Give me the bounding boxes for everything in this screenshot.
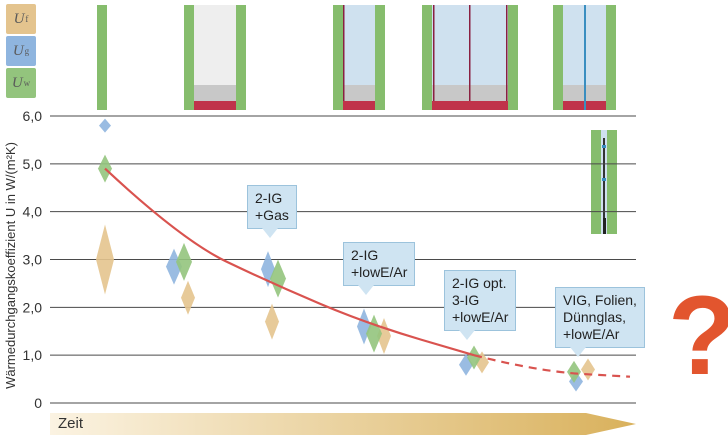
window-frame-left xyxy=(422,5,432,110)
window-seal xyxy=(603,218,606,234)
window-spacer xyxy=(343,85,375,101)
window-cavity xyxy=(194,5,236,85)
callout-3: 2-IG opt. 3-IG +lowE/Ar xyxy=(444,270,517,340)
point-uf-6 xyxy=(581,358,595,381)
window-gas-glazing xyxy=(333,5,385,110)
callout-2: 2-IG +lowE/Ar xyxy=(343,242,416,295)
window-single-glazing xyxy=(97,5,107,110)
window-vacuum-layer xyxy=(584,5,586,110)
window-pane xyxy=(343,5,345,101)
window-pane xyxy=(603,138,605,234)
point-uw-6 xyxy=(567,360,581,383)
point-ug-2 xyxy=(166,248,182,285)
window-cavity xyxy=(343,5,375,85)
window-frame-left xyxy=(184,5,194,110)
window-vig-detail xyxy=(591,130,617,234)
time-axis-label: Zeit xyxy=(58,415,84,432)
window-spacer xyxy=(194,85,236,101)
legend-symbol: U xyxy=(13,10,25,27)
point-uw-5 xyxy=(467,345,481,370)
y-tick-label-5: 5,0 xyxy=(23,156,43,172)
legend-subscript: f xyxy=(25,14,29,24)
window-seal xyxy=(432,101,508,110)
time-arrow xyxy=(50,413,636,435)
trend-line-dashed xyxy=(473,354,631,378)
window-seal xyxy=(194,101,236,110)
y-tick-label-3: 3,0 xyxy=(23,252,43,268)
window-frame-right xyxy=(236,5,246,110)
window-seal xyxy=(343,101,375,110)
window-frame-right xyxy=(508,5,518,110)
y-tick-label-6: 6,0 xyxy=(23,108,43,124)
legend-symbol: U xyxy=(11,74,23,91)
window-spacer xyxy=(602,145,606,148)
callout-4: VIG, Folien, Dünnglas, +lowE/Ar xyxy=(555,287,645,357)
y-tick-label-1: 1,0 xyxy=(23,347,43,363)
y-axis-label: Wärmedurchgangskoeffizient U in W/(m²K) xyxy=(3,142,18,389)
y-tick-label-0: 0 xyxy=(34,395,42,411)
legend-subscript: w xyxy=(23,78,31,88)
trend-line-solid xyxy=(104,167,475,357)
window-pane xyxy=(433,5,435,101)
window-frame-left xyxy=(591,130,601,234)
window-frame xyxy=(97,5,107,110)
point-ug-1 xyxy=(99,118,111,133)
callout-1: 2-IG +Gas xyxy=(247,185,297,238)
point-uf-2 xyxy=(181,280,195,315)
window-frame-left xyxy=(333,5,343,110)
question-mark: ? xyxy=(668,280,728,392)
window-vacuum-glazing xyxy=(553,5,616,110)
window-triple-glazing xyxy=(422,5,518,110)
y-tick-label-4: 4,0 xyxy=(23,204,43,220)
point-uf-1 xyxy=(96,224,114,295)
window-frame-right xyxy=(375,5,385,110)
window-frame-right xyxy=(606,5,616,110)
point-uw-2 xyxy=(176,242,192,281)
point-uf-3 xyxy=(265,303,279,340)
window-frame-left xyxy=(553,5,563,110)
legend-symbol: U xyxy=(12,42,24,59)
y-tick-label-2: 2,0 xyxy=(23,299,43,315)
window-spacer xyxy=(602,178,606,181)
window-pane xyxy=(506,5,508,101)
window-frame-right xyxy=(607,130,617,234)
legend-subscript: g xyxy=(24,46,30,56)
window-pane xyxy=(469,5,471,101)
window-double-glazing xyxy=(184,5,246,110)
